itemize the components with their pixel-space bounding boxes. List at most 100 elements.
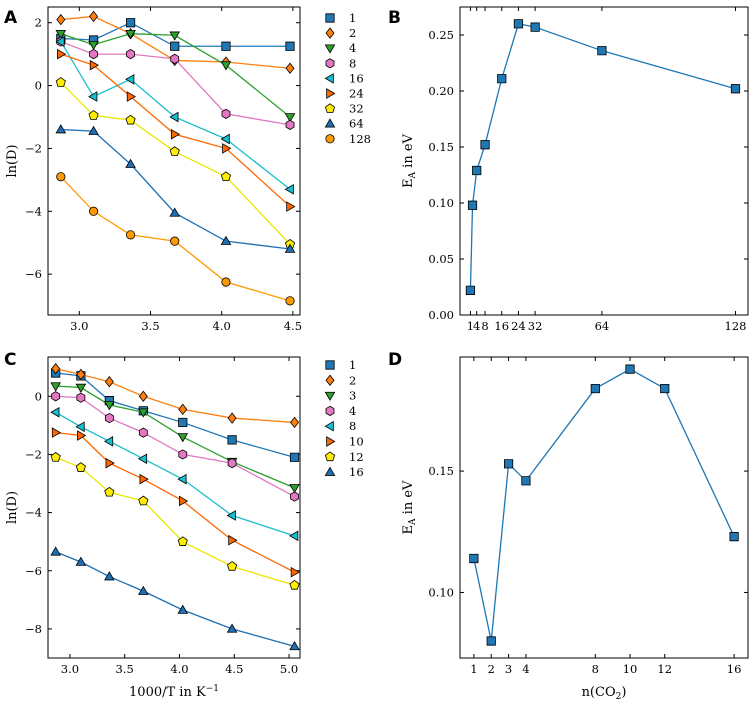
data-point: [486, 636, 496, 646]
x-tick-label: 8: [592, 662, 599, 676]
legend-label: 24: [349, 87, 364, 101]
series-2: [51, 362, 300, 429]
data-point: [284, 183, 294, 195]
data-point: [289, 579, 300, 590]
series-line: [55, 385, 295, 489]
data-point: [660, 383, 670, 394]
series-line: [55, 367, 295, 424]
data-point: [177, 473, 187, 485]
data-point: [467, 200, 478, 210]
x-tick-label: 1: [467, 319, 474, 333]
data-point: [597, 46, 607, 56]
legend-marker: [325, 134, 335, 144]
data-point: [289, 530, 299, 542]
panel-a: A3.0 3.5 4.0 4.520−2−4−6ln(D)12481624326412…: [4, 6, 371, 333]
series-8: [50, 406, 299, 542]
series-line: [60, 128, 291, 250]
panel-letter: D: [388, 350, 402, 370]
y-tick-label: 0.05: [428, 252, 454, 266]
x-tick-label: 1: [470, 662, 477, 676]
y-tick-label: 0: [35, 389, 42, 403]
series-10: [51, 427, 300, 578]
data-point: [220, 133, 230, 145]
series-4: [51, 391, 299, 502]
data-point: [75, 421, 85, 433]
data-point: [177, 604, 189, 614]
series-16: [50, 546, 300, 651]
panel-b: B 14 8 16 24 32 64 128 0.00 0.05 0.10 0.15 0.20 0.25 E…: [388, 6, 749, 333]
data-point: [170, 41, 180, 51]
data-point: [285, 62, 295, 74]
y-tick-label: −4: [25, 204, 42, 218]
x-tick-label: 3: [505, 662, 512, 676]
data-point: [220, 235, 232, 245]
series-e-a: [469, 364, 739, 646]
data-point: [125, 114, 136, 125]
data-point: [227, 561, 238, 571]
data-point: [75, 462, 86, 472]
x-axis-label: n(CO2): [582, 685, 627, 702]
y-tick-label: 0.15: [428, 140, 454, 154]
data-point: [290, 416, 300, 429]
data-point: [88, 206, 99, 216]
legend-label: 4: [349, 41, 356, 55]
data-point: [285, 296, 295, 306]
data-point: [138, 408, 149, 418]
data-point: [104, 571, 115, 581]
data-point: [56, 13, 66, 26]
x-tick-label: 4.0: [170, 662, 188, 676]
data-point: [284, 243, 296, 253]
axes-frame: [459, 356, 749, 659]
legend-label: 12: [349, 450, 364, 464]
x-tick-label: 16: [494, 319, 509, 333]
data-point: [285, 41, 295, 51]
data-point: [289, 452, 300, 462]
series-line: [55, 456, 295, 586]
data-point: [75, 383, 87, 393]
data-point: [503, 459, 514, 469]
legend-marker: [324, 73, 334, 84]
data-point: [88, 125, 99, 135]
legend-label: 128: [349, 132, 371, 146]
data-point: [51, 362, 61, 375]
data-point: [125, 18, 136, 28]
legend-label: 1: [349, 11, 356, 25]
panel-letter: B: [388, 8, 401, 28]
data-point: [480, 140, 490, 150]
y-tick-label: 0.10: [428, 196, 454, 210]
legend-label: 3: [349, 389, 356, 403]
data-point: [221, 41, 231, 51]
legend-label: 64: [349, 117, 364, 131]
data-point: [89, 59, 99, 71]
data-point: [137, 453, 148, 465]
data-point: [50, 452, 61, 462]
x-tick-label: 128: [725, 319, 747, 333]
axes-frame: [47, 356, 301, 659]
data-point: [50, 406, 60, 418]
legend-label: 16: [349, 71, 364, 85]
series-line: [473, 368, 735, 642]
data-point: [105, 457, 115, 469]
series-16: [55, 36, 294, 195]
series-24: [57, 48, 296, 212]
data-point: [169, 146, 180, 156]
axes-frame: [459, 6, 749, 316]
data-point: [77, 430, 87, 441]
data-point: [104, 486, 115, 497]
data-point: [104, 401, 115, 411]
x-tick-label: 4: [473, 319, 480, 333]
legend-label: 1: [349, 358, 356, 372]
y-axis-label: EA in eV: [401, 480, 418, 534]
y-tick-label: −6: [25, 564, 42, 578]
series-line: [60, 81, 291, 245]
data-point: [104, 412, 114, 424]
x-axis-label: 1000/T in K−1: [129, 684, 219, 700]
x-tick-label: 16: [727, 662, 742, 676]
data-point: [289, 484, 300, 494]
data-point: [472, 165, 482, 176]
series-line: [60, 33, 291, 118]
y-tick-label: −8: [25, 622, 42, 636]
legend-marker: [326, 88, 336, 99]
